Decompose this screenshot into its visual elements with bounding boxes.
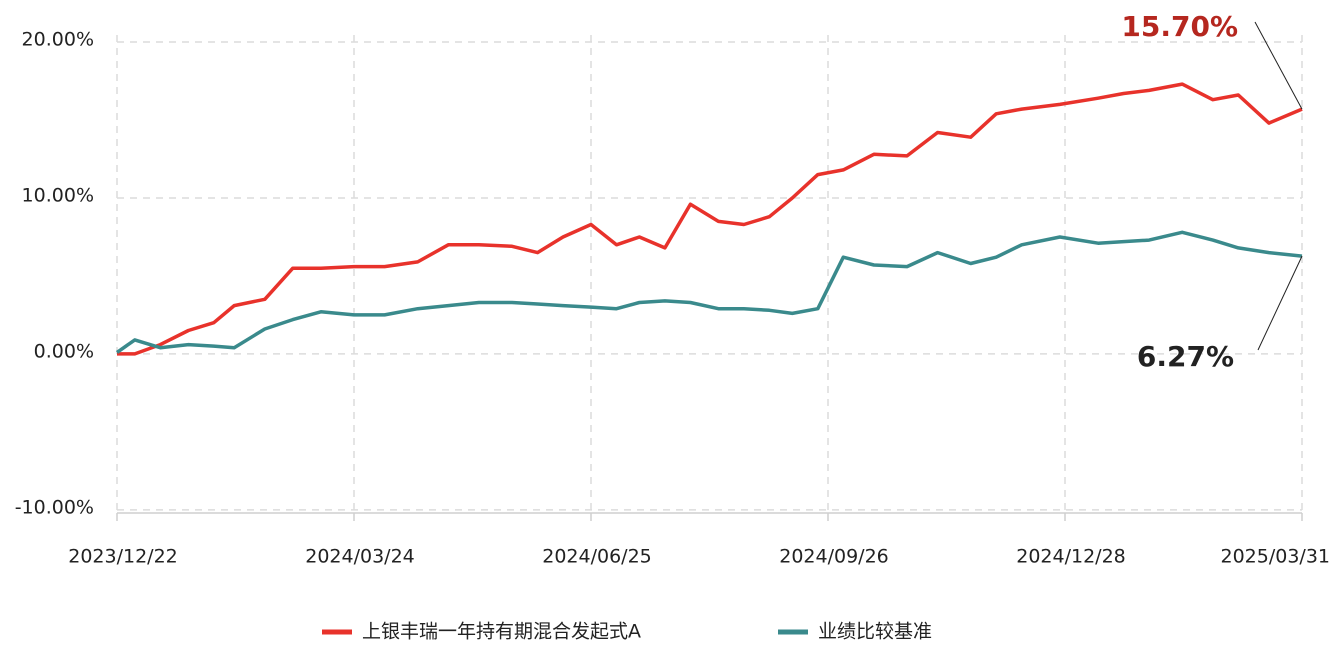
- x-tick-label: 2024/06/25: [542, 546, 652, 568]
- y-tick-label: 0.00%: [34, 340, 94, 362]
- x-tick-label: 2023/12/22: [68, 546, 178, 568]
- leader-line: [1254, 21, 1303, 110]
- leader-line: [1257, 255, 1303, 351]
- y-tick-label: -10.00%: [15, 496, 94, 518]
- x-tick-label: 2024/03/24: [305, 546, 415, 568]
- y-tick-label: 20.00%: [22, 29, 94, 51]
- x-tick-label: 2024/12/28: [1016, 546, 1126, 568]
- legend-label: 业绩比较基准: [818, 621, 932, 643]
- end-label: 6.27%: [1137, 340, 1234, 373]
- legend-label: 上银丰瑞一年持有期混合发起式A: [362, 621, 641, 643]
- series-line: [117, 82, 1303, 356]
- y-tick-label: 10.00%: [22, 184, 94, 206]
- end-label: 15.70%: [1121, 10, 1238, 43]
- x-tick-label: 2025/03/31: [1220, 546, 1330, 568]
- x-tick-label: 2024/09/26: [779, 546, 889, 568]
- series-line: [115, 230, 1303, 354]
